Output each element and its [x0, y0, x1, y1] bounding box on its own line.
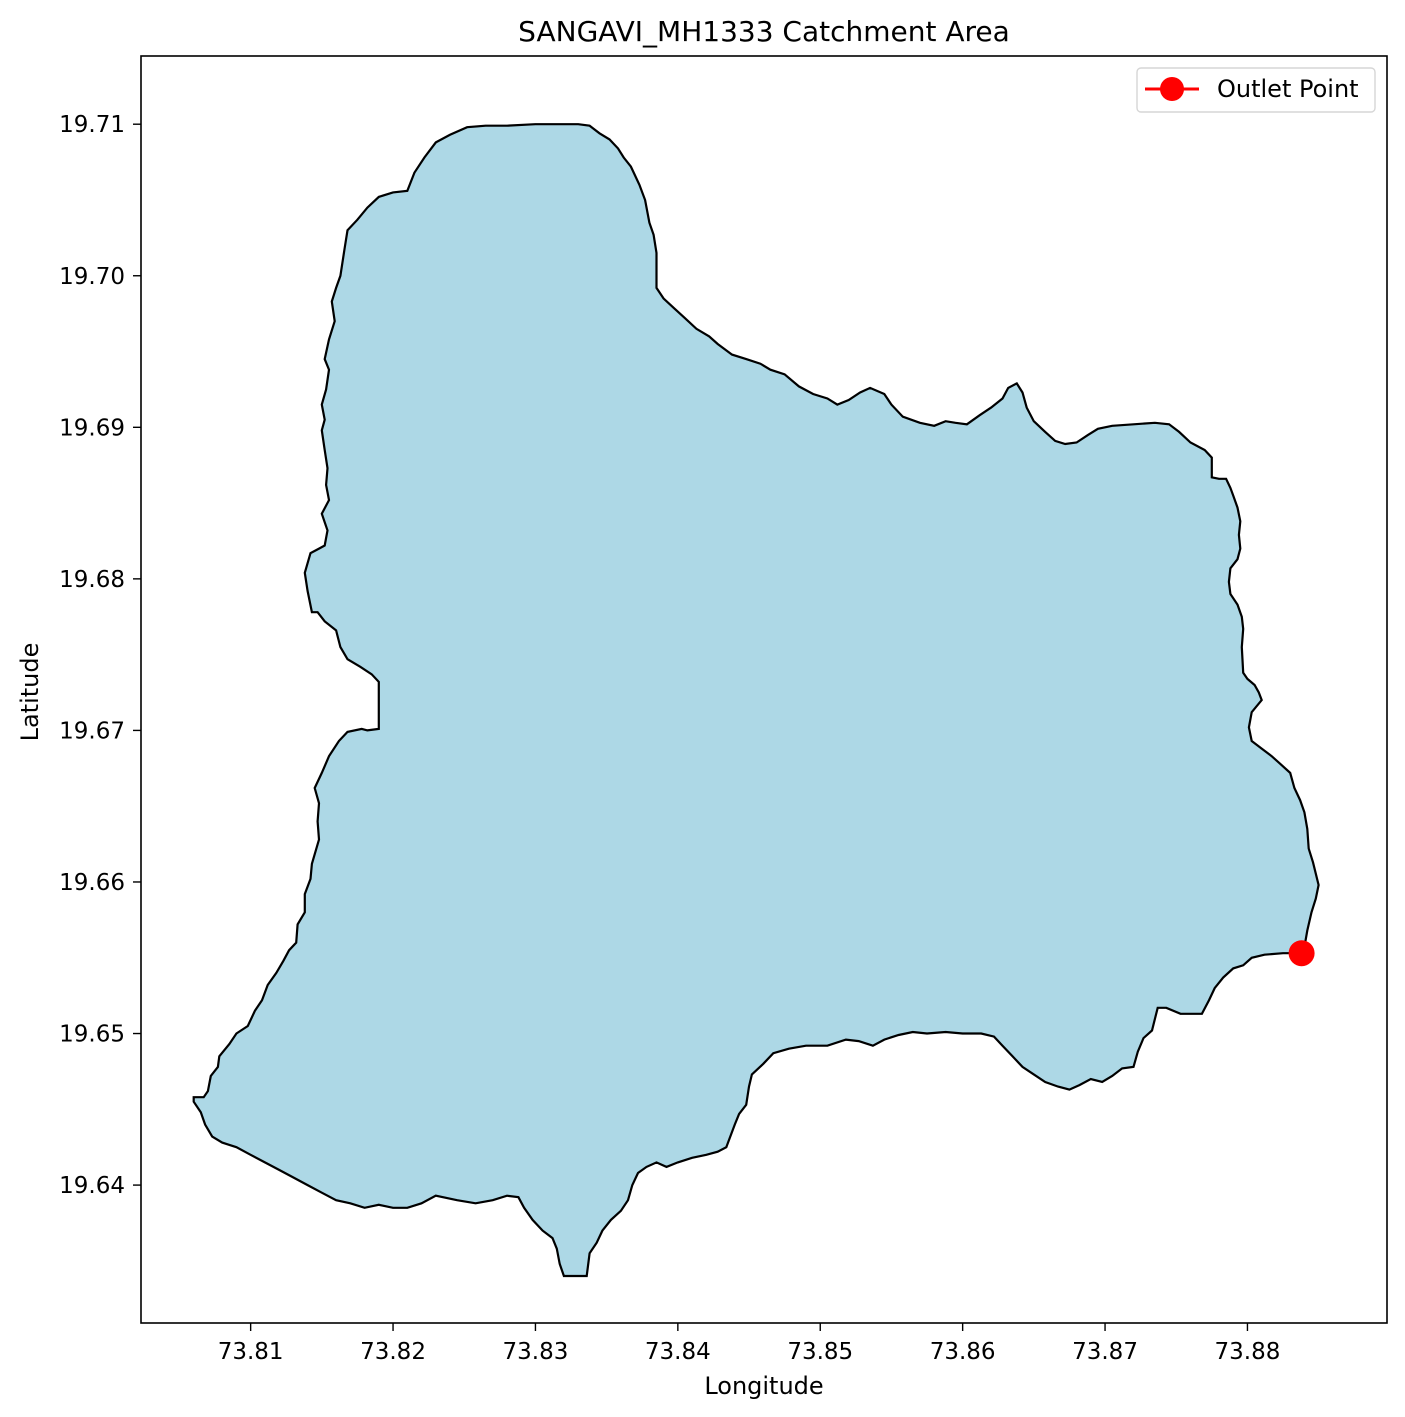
x-tick-label: 73.88 — [1215, 1339, 1281, 1365]
y-tick-label: 19.68 — [59, 567, 125, 593]
legend-box — [1136, 67, 1376, 113]
y-tick-label: 19.65 — [59, 1022, 125, 1048]
y-tick-label: 19.70 — [59, 264, 125, 290]
y-axis-ticks: 19.64 19.65 19.66 19.67 19.68 19.69 19.70 19.71 — [59, 112, 141, 1199]
x-tick-label: 73.84 — [645, 1339, 711, 1365]
x-tick-label: 73.82 — [360, 1339, 426, 1365]
outlet-point-marker — [1288, 940, 1315, 967]
y-tick-label: 19.67 — [59, 718, 125, 744]
y-tick-label: 19.71 — [59, 112, 125, 138]
plot-frame — [140, 55, 1388, 1324]
x-tick-label: 73.87 — [1072, 1339, 1138, 1365]
legend-outlet-marker — [1160, 77, 1184, 101]
y-tick-label: 19.66 — [59, 870, 125, 896]
legend: Outlet Point — [1136, 67, 1376, 113]
catchment-polygon — [192, 123, 1320, 1278]
x-tick-label: 73.83 — [503, 1339, 569, 1365]
y-axis-label: Latitude — [16, 643, 44, 742]
y-tick-label: 19.64 — [59, 1173, 125, 1199]
x-tick-label: 73.81 — [218, 1339, 284, 1365]
y-tick-label: 19.69 — [59, 415, 125, 441]
x-axis-label: Longitude — [704, 1372, 823, 1400]
x-tick-label: 73.85 — [787, 1339, 853, 1365]
chart-title: SANGAVI_MH1333 Catchment Area — [518, 15, 1010, 48]
legend-outlet-label: Outlet Point — [1217, 75, 1359, 103]
x-axis-ticks: 73.81 73.82 73.83 73.84 73.85 73.86 73.87 73.88 — [218, 1323, 1281, 1365]
x-tick-label: 73.86 — [930, 1339, 996, 1365]
